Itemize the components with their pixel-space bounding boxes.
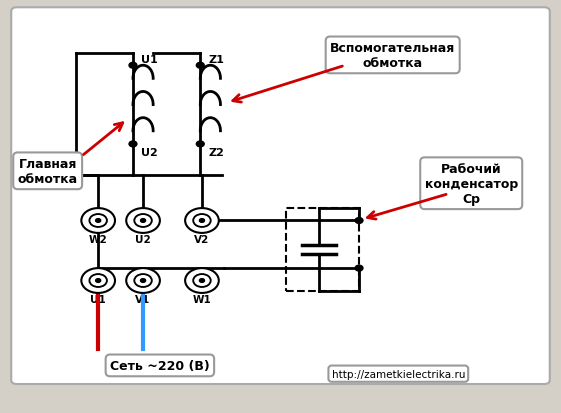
Circle shape (355, 218, 363, 224)
Text: Z1: Z1 (209, 55, 224, 65)
Text: V1: V1 (135, 294, 151, 304)
Circle shape (81, 209, 115, 233)
Circle shape (140, 279, 145, 282)
Circle shape (196, 142, 204, 147)
Circle shape (196, 63, 204, 69)
Text: U1: U1 (141, 55, 158, 65)
Text: Вспомогательная
обмотка: Вспомогательная обмотка (330, 42, 456, 70)
Circle shape (193, 274, 211, 287)
Circle shape (89, 274, 107, 287)
Bar (286, 209, 359, 291)
Text: Сеть ~220 (В): Сеть ~220 (В) (110, 359, 210, 372)
Circle shape (134, 274, 152, 287)
Circle shape (95, 279, 101, 282)
Circle shape (126, 209, 160, 233)
Circle shape (185, 268, 219, 293)
Circle shape (126, 268, 160, 293)
Text: V2: V2 (194, 235, 210, 244)
Circle shape (81, 268, 115, 293)
Circle shape (134, 214, 152, 228)
Text: U1: U1 (90, 294, 106, 304)
Circle shape (355, 266, 363, 271)
Text: W2: W2 (89, 235, 108, 244)
Text: U2: U2 (135, 235, 151, 244)
Circle shape (129, 142, 137, 147)
Circle shape (129, 63, 137, 69)
Circle shape (95, 219, 101, 223)
Circle shape (200, 279, 204, 282)
Circle shape (89, 214, 107, 228)
Circle shape (200, 219, 204, 223)
Text: Рабочий
конденсатор
Ср: Рабочий конденсатор Ср (425, 162, 518, 205)
Circle shape (185, 209, 219, 233)
Circle shape (193, 214, 211, 228)
Text: U2: U2 (141, 148, 158, 158)
Text: Главная
обмотка: Главная обмотка (17, 157, 78, 185)
FancyBboxPatch shape (11, 8, 550, 384)
Text: http://zametkielectrika.ru: http://zametkielectrika.ru (332, 369, 465, 379)
Text: W1: W1 (192, 294, 211, 304)
Text: Z2: Z2 (209, 148, 224, 158)
Circle shape (140, 219, 145, 223)
